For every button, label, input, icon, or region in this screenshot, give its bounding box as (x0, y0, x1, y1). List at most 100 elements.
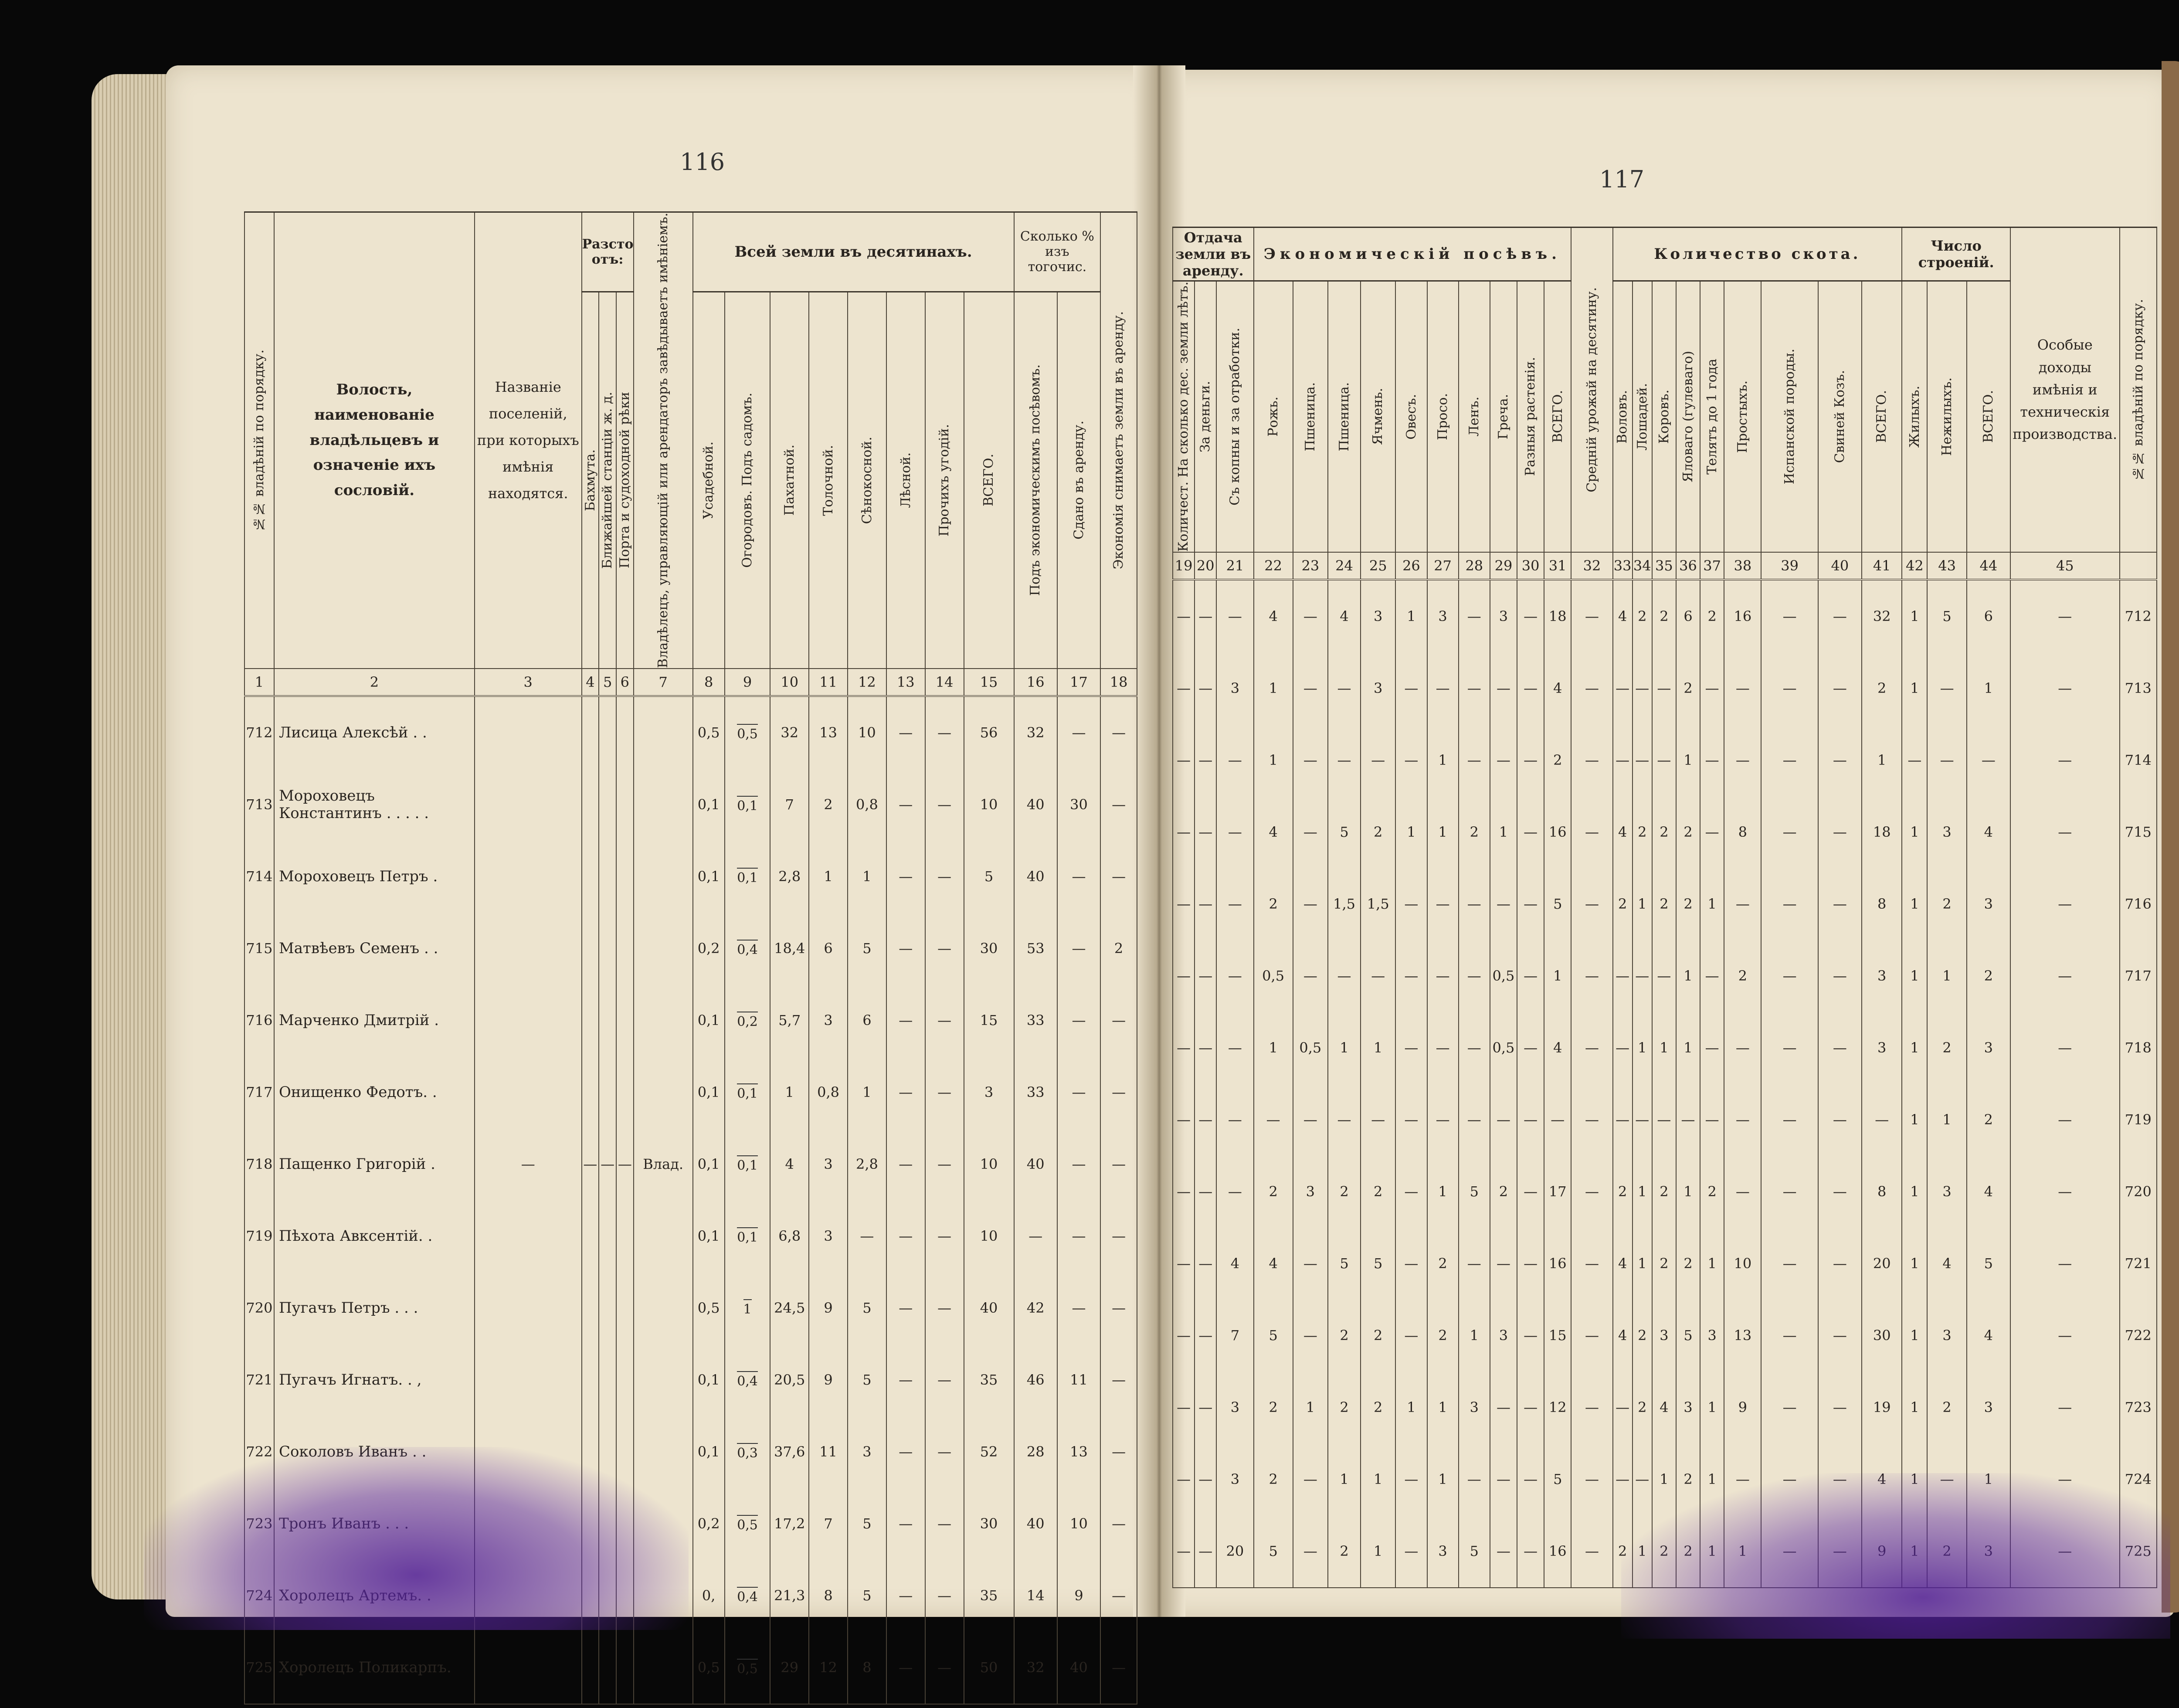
cell-c18: — (1100, 768, 1137, 841)
cell-c11: 0,8 (808, 1056, 848, 1128)
cell-c30: — (1517, 868, 1545, 940)
cell-c4 (581, 840, 600, 913)
cell-c16: 42 (1013, 1272, 1058, 1344)
garden-fraction: 0,4 (737, 939, 758, 958)
cell-c42: 1 (1901, 1083, 1928, 1156)
cell-c35: — (1651, 940, 1677, 1012)
cell-c15: 35 (963, 1559, 1015, 1632)
cell-c14: — (924, 1631, 964, 1705)
estate-number: 718 (2119, 1012, 2158, 1084)
cell-c8: 0,1 (692, 1200, 725, 1272)
right-col-32-label: Средній урожай на десятину. (1584, 287, 1600, 492)
cell-c32: — (1571, 1083, 1613, 1156)
left-col-number: 16 (1013, 668, 1058, 697)
left-col-5-label: Ближайшей станціи ж. д. (600, 391, 615, 569)
cell-c27: 1 (1426, 1371, 1459, 1443)
cell-c44: 3 (1966, 1371, 2011, 1443)
cell-c35: 2 (1651, 1155, 1677, 1228)
cell-c11: 12 (808, 1631, 848, 1705)
table-row: 722Соколовъ Иванъ . .0,10,337,6113——5228… (244, 1416, 1137, 1488)
cell-c18: — (1100, 1631, 1137, 1705)
right-col-number: 26 (1395, 551, 1428, 581)
cell-c35: — (1651, 1083, 1677, 1156)
right-col-number: 27 (1426, 551, 1459, 581)
cell-c13: — (886, 840, 926, 913)
cell-c42: 1 (1901, 652, 1928, 724)
cell-c38: — (1724, 724, 1762, 796)
cell-c7 (633, 840, 693, 913)
cell-c41: 8 (1861, 868, 1903, 940)
cell-c17: 9 (1056, 1559, 1101, 1632)
cell-c9: 0,4 (724, 1559, 771, 1632)
left-col-number: 5 (598, 668, 617, 697)
cell-c23: — (1292, 940, 1328, 1012)
cell-c13: — (886, 984, 926, 1056)
cell-c20: — (1194, 796, 1217, 868)
cell-c20: — (1194, 1083, 1217, 1156)
cell-c9: 0,1 (724, 1200, 771, 1272)
cell-c16: 40 (1013, 768, 1058, 841)
cell-c28: — (1458, 1443, 1490, 1515)
estate-number: 714 (244, 840, 275, 913)
cell-c32: — (1571, 652, 1613, 724)
right-col-37-label: Телятъ до 1 года (1704, 359, 1720, 475)
right-col-number: 43 (1927, 551, 1967, 581)
cell-c17: — (1056, 1200, 1101, 1272)
cell-c45: — (2009, 1012, 2120, 1084)
cell-c7 (633, 1056, 693, 1128)
cell-c39: — (1761, 940, 1819, 1012)
cell-c19: — (1172, 724, 1195, 796)
cell-c24: — (1327, 724, 1361, 796)
cell-c31: 5 (1544, 1443, 1572, 1515)
cell-c39: — (1761, 1155, 1819, 1228)
cell-c45: — (2009, 724, 2120, 796)
cell-c28: — (1458, 724, 1490, 796)
cell-c38: 10 (1724, 1227, 1762, 1300)
right-col-number: 19 (1172, 551, 1195, 581)
cell-c18: — (1100, 1056, 1137, 1128)
cell-c17: 11 (1056, 1344, 1101, 1416)
garden-fraction: 0,4 (737, 1586, 758, 1605)
table-row: — — —4—5 2 1 1 2 1—16—4 2 2 2—8— —18 1 3 4—715 (1172, 796, 2158, 868)
cell-c24: 2 (1327, 1299, 1361, 1372)
cell-c41: 3 (1861, 1012, 1903, 1084)
cell-c38: — (1724, 1083, 1762, 1156)
cell-c30: — (1517, 1515, 1545, 1588)
estate-number: 712 (244, 696, 275, 769)
owner-name: Мороховецъ Константинъ . . . . . (273, 768, 475, 841)
cell-c12: 0,8 (847, 768, 887, 841)
cell-c42: 1 (1901, 1371, 1928, 1443)
cell-c10: 21,3 (770, 1559, 810, 1632)
cell-c26: — (1395, 1083, 1428, 1156)
cell-c22: 2 (1253, 1155, 1293, 1228)
cell-c27: 1 (1426, 796, 1459, 868)
cell-c18: — (1100, 1128, 1137, 1200)
estate-number: 720 (2119, 1155, 2158, 1228)
cell-c29: 0,5 (1489, 1012, 1518, 1084)
table-row: 713 Мороховецъ Константинъ . . . . . 0,1 0,… (244, 768, 1137, 841)
cell-c33: 2 (1612, 1155, 1633, 1228)
cell-c8: 0,1 (692, 984, 725, 1056)
cell-c43: — (1927, 724, 1967, 796)
cell-c14: — (924, 1416, 964, 1488)
right-col-23-label: Пшеница. (1303, 382, 1318, 452)
cell-c17: 13 (1056, 1416, 1101, 1488)
owner-name: Лисица Алексѣй . . (273, 696, 475, 769)
cell-c43: 3 (1927, 1299, 1967, 1372)
cell-c35: — (1651, 724, 1677, 796)
left-col-number: 17 (1056, 668, 1101, 697)
cell-c28: — (1458, 652, 1490, 724)
cell-c40: — (1817, 1299, 1863, 1372)
right-col-20-label: За деньги. (1198, 380, 1213, 452)
cell-c38: — (1724, 1012, 1762, 1084)
left-col-number: 2 (273, 668, 475, 697)
cell-c41: 20 (1861, 1227, 1903, 1300)
cell-c6 (616, 1056, 634, 1128)
cell-c9: 0,1 (724, 768, 771, 841)
cell-c22: 1 (1253, 724, 1293, 796)
left-col-15-label: ВСЕГО. (981, 454, 997, 507)
cell-c38: 2 (1724, 940, 1762, 1012)
cell-c19: — (1172, 1443, 1195, 1515)
table-row: 719 Пѣхота Авксентій. . 0,1 0,1 6,8 3— — —10— — — (244, 1200, 1137, 1272)
